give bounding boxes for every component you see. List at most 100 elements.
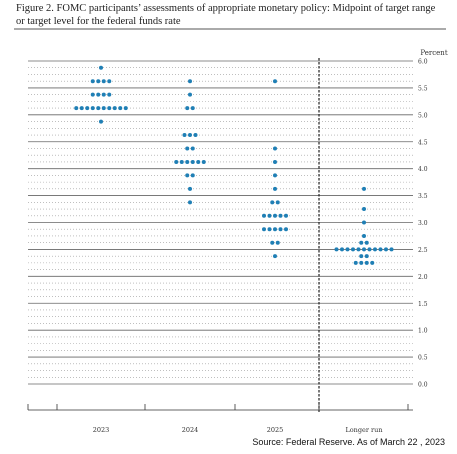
- dot: [351, 247, 355, 252]
- dot: [278, 227, 283, 232]
- dot: [334, 247, 339, 252]
- dot: [99, 119, 103, 124]
- dot: [362, 186, 366, 191]
- dot: [79, 106, 84, 111]
- dot: [90, 106, 95, 111]
- dot: [90, 79, 95, 84]
- dot: [270, 240, 275, 245]
- x-tick-label: 2025: [267, 426, 284, 434]
- figure-title: Figure 2. FOMC participants’ assessments…: [16, 3, 436, 27]
- y-tick-label: 2.5: [418, 247, 428, 254]
- x-tick-label: 2024: [182, 426, 199, 434]
- dot: [185, 159, 190, 164]
- dot: [278, 213, 283, 218]
- x-axis: 2023 2024 2025 Longer run: [27, 404, 413, 434]
- dot: [275, 200, 280, 205]
- dot: [74, 106, 79, 111]
- dot: [378, 247, 383, 252]
- dot: [107, 92, 112, 97]
- dot: [190, 106, 195, 111]
- dot: [112, 106, 117, 111]
- dot: [373, 247, 377, 252]
- x-tick-label: 2023: [93, 426, 110, 434]
- dot: [101, 79, 106, 84]
- dot: [185, 106, 190, 111]
- y-tick-label: 5.0: [418, 112, 428, 119]
- dot: [193, 133, 198, 138]
- grid-lines: [28, 60, 413, 385]
- dot: [273, 159, 277, 164]
- dot: [270, 200, 275, 205]
- y-unit-label: Percent: [420, 49, 447, 57]
- dot: [190, 146, 195, 151]
- dot: [273, 186, 277, 191]
- y-tick-label: 2.0: [418, 274, 428, 281]
- dot: [99, 65, 103, 70]
- dots-layer: [74, 65, 394, 265]
- dot: [359, 254, 364, 259]
- dot: [364, 240, 369, 245]
- dot: [359, 260, 364, 265]
- dot: [190, 159, 195, 164]
- x-tick-label: Longer run: [345, 426, 382, 434]
- dot: [188, 92, 192, 97]
- dot: [362, 233, 366, 238]
- dot: [96, 92, 101, 97]
- dot: [179, 159, 184, 164]
- dot: [362, 207, 366, 212]
- dot: [107, 79, 112, 84]
- y-tick-label: 3.5: [418, 193, 428, 200]
- dot: [353, 260, 358, 265]
- dot: [188, 200, 192, 205]
- dot: [190, 173, 195, 178]
- dot: [101, 92, 106, 97]
- dot: [185, 146, 190, 151]
- dot: [196, 159, 201, 164]
- dot: [364, 260, 369, 265]
- dot: [262, 227, 266, 232]
- dot: [185, 173, 190, 178]
- dot: [364, 254, 369, 259]
- dot: [90, 92, 95, 97]
- dot: [174, 159, 179, 164]
- dot: [96, 106, 101, 111]
- dot: [340, 247, 344, 252]
- y-axis: Percent 0.0 0.5 1.0 1.5 2.0 2.5 3.0 3.5 4.0 4.5 5.…: [418, 49, 448, 389]
- dot: [262, 213, 266, 218]
- y-tick-label: 3.0: [418, 220, 428, 227]
- dot: [362, 220, 366, 225]
- dot: [123, 106, 128, 111]
- dot: [273, 79, 277, 84]
- y-tick-label: 6.0: [418, 59, 428, 66]
- y-tick-label: 5.5: [418, 85, 428, 92]
- dot: [273, 213, 277, 218]
- dot: [101, 106, 106, 111]
- dot: [362, 247, 366, 252]
- y-tick-label: 0.5: [418, 355, 428, 362]
- y-tick-label: 1.0: [418, 328, 428, 335]
- y-tick-label: 4.0: [418, 166, 428, 173]
- y-tick-label: 4.5: [418, 139, 428, 146]
- dot: [267, 227, 272, 232]
- dot: [96, 79, 101, 84]
- dot: [107, 106, 112, 111]
- source-note: Source: Federal Reserve. As of March 22 …: [252, 437, 445, 447]
- dot: [188, 133, 192, 138]
- dot: [356, 247, 361, 252]
- dot: [389, 247, 394, 252]
- dot: [284, 227, 288, 232]
- dot: [267, 213, 272, 218]
- dot: [284, 213, 288, 218]
- dot: [273, 227, 277, 232]
- dot: [85, 106, 90, 111]
- dot: [345, 247, 350, 252]
- dot: [273, 254, 277, 259]
- dot: [188, 79, 192, 84]
- dot: [118, 106, 123, 111]
- dot: [384, 247, 388, 252]
- dot: [273, 146, 277, 151]
- dot: [273, 173, 277, 178]
- dot: [359, 240, 364, 245]
- dot: [370, 260, 375, 265]
